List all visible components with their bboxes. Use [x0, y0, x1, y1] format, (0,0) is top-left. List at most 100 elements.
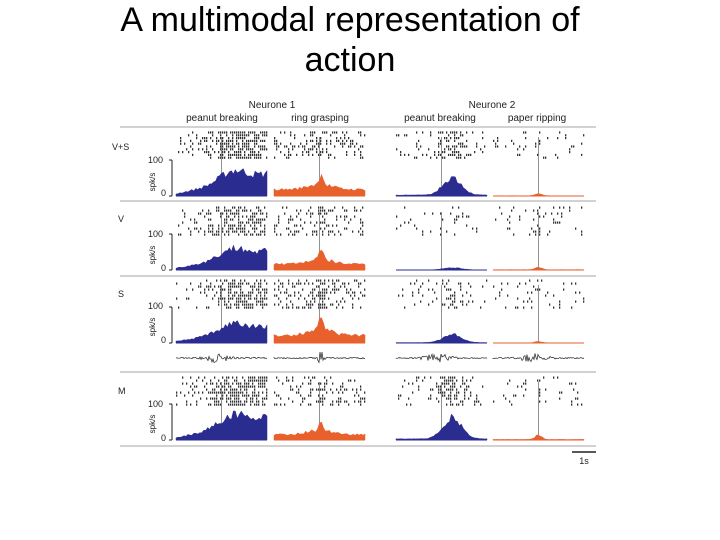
- spike-tick: [242, 148, 244, 151]
- spike-tick: [204, 137, 206, 140]
- spike-tick: [322, 294, 324, 297]
- spike-tick: [476, 397, 478, 400]
- slide-title-line2: action: [304, 41, 396, 79]
- spike-tick: [290, 300, 292, 303]
- spike-tick: [278, 145, 280, 148]
- spike-tick: [242, 131, 244, 134]
- spike-tick: [344, 218, 346, 221]
- spike-tick: [258, 300, 260, 303]
- y-axis-label: spk/s: [148, 173, 157, 192]
- spike-tick: [430, 388, 432, 391]
- spike-tick: [200, 397, 202, 400]
- spike-tick: [210, 156, 212, 159]
- spike-tick: [334, 233, 336, 236]
- spike-tick: [176, 394, 178, 397]
- spike-tick: [360, 227, 362, 230]
- spike-tick: [340, 285, 342, 288]
- spike-tick: [258, 291, 260, 294]
- spike-tick: [180, 137, 182, 140]
- spike-tick: [324, 385, 326, 388]
- spike-tick: [440, 391, 442, 394]
- spike-tick: [466, 215, 468, 218]
- spike-tick: [460, 153, 462, 156]
- spike-tick: [258, 282, 260, 285]
- spike-tick: [304, 282, 306, 285]
- spike-tick: [318, 206, 320, 209]
- spike-tick: [266, 397, 268, 400]
- spike-tick: [226, 388, 228, 391]
- spike-tick: [577, 403, 579, 406]
- spike-tick: [286, 227, 288, 230]
- spike-tick: [228, 306, 230, 309]
- spike-tick: [446, 379, 448, 382]
- spike-tick: [222, 156, 224, 159]
- spike-tick: [462, 400, 464, 403]
- spike-tick: [232, 279, 234, 282]
- spike-tick: [286, 288, 288, 291]
- spike-tick: [210, 397, 212, 400]
- spike-tick: [232, 145, 234, 148]
- spike-tick: [240, 288, 242, 291]
- spike-tick: [310, 131, 312, 134]
- spike-tick: [232, 285, 234, 288]
- spike-tick: [224, 300, 226, 303]
- spike-tick: [288, 282, 290, 285]
- spike-tick: [308, 148, 310, 151]
- spike-tick: [527, 291, 529, 294]
- firing-rate-histogram: [175, 168, 268, 197]
- spike-tick: [278, 288, 280, 291]
- spike-tick: [252, 306, 254, 309]
- spike-tick: [444, 148, 446, 151]
- spike-tick: [184, 215, 186, 218]
- spike-tick: [258, 145, 260, 148]
- spike-tick: [412, 382, 414, 385]
- spike-tick: [322, 215, 324, 218]
- spike-tick: [350, 139, 352, 142]
- spike-tick: [262, 212, 264, 215]
- spike-tick: [228, 297, 230, 300]
- spike-tick: [454, 297, 456, 300]
- y-axis-row-0: 100 0 spk/s: [148, 155, 166, 198]
- spike-tick: [214, 376, 216, 379]
- spike-tick: [482, 137, 484, 140]
- spike-tick: [448, 153, 450, 156]
- spike-tick: [224, 206, 226, 209]
- spike-tick: [460, 400, 462, 403]
- spike-tick: [218, 156, 220, 159]
- spike-tick: [521, 385, 523, 388]
- spike-tick: [228, 300, 230, 303]
- spike-tick: [360, 282, 362, 285]
- spike-tick: [336, 288, 338, 291]
- spike-tick: [358, 282, 360, 285]
- spike-tick: [278, 279, 280, 282]
- spike-tick: [242, 294, 244, 297]
- spike-tick: [318, 209, 320, 212]
- spike-tick: [230, 227, 232, 230]
- spike-tick: [350, 288, 352, 291]
- spike-tick: [280, 282, 282, 285]
- spike-tick: [250, 291, 252, 294]
- spike-tick: [218, 285, 220, 288]
- spike-tick: [232, 394, 234, 397]
- spike-tick: [228, 285, 230, 288]
- spike-tick: [571, 382, 573, 385]
- spike-tick: [222, 297, 224, 300]
- spike-tick: [292, 218, 294, 221]
- spike-tick: [260, 233, 262, 236]
- spike-tick: [222, 288, 224, 291]
- spike-tick: [262, 385, 264, 388]
- spike-tick: [286, 145, 288, 148]
- spike-tick: [248, 221, 250, 224]
- spike-tick: [334, 206, 336, 209]
- spike-tick: [519, 153, 521, 156]
- spike-tick: [238, 221, 240, 224]
- spike-tick: [196, 137, 198, 140]
- spike-tick: [256, 206, 258, 209]
- spike-tick: [246, 145, 248, 148]
- spike-tick: [448, 382, 450, 385]
- spike-tick: [298, 297, 300, 300]
- spike-tick: [294, 145, 296, 148]
- spike-tick: [340, 388, 342, 391]
- spike-tick: [236, 139, 238, 142]
- spike-tick: [224, 221, 226, 224]
